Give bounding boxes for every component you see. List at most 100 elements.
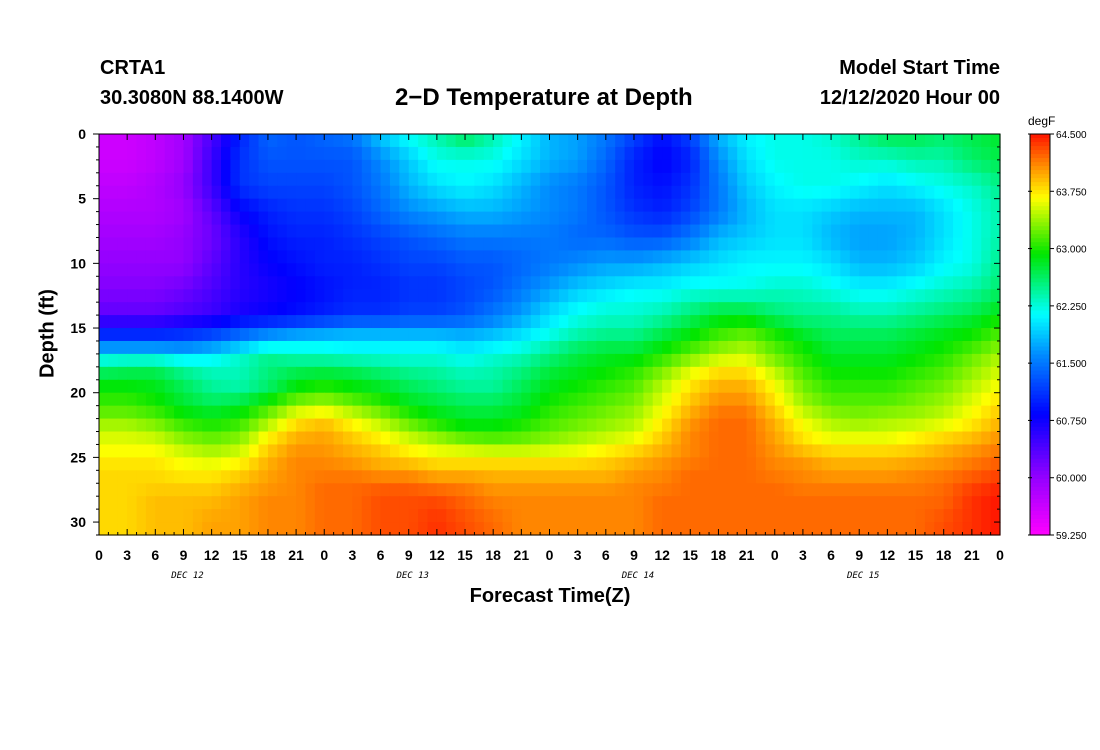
colorbar-swatch [1030, 178, 1050, 183]
heatmap-cell [727, 522, 738, 536]
heatmap-cell [493, 237, 504, 252]
heatmap-cell [446, 328, 457, 342]
heatmap-cell [746, 509, 757, 523]
heatmap-cell [859, 302, 870, 316]
heatmap-cell [465, 211, 476, 226]
heatmap-cell [746, 134, 757, 148]
heatmap-cell [446, 340, 457, 355]
heatmap-cell [164, 522, 175, 536]
heatmap-cell [558, 379, 569, 394]
heatmap-cell [361, 237, 372, 252]
heatmap-cell [371, 457, 382, 471]
heatmap-cell [511, 302, 522, 316]
heatmap-cell [418, 224, 429, 239]
heatmap-cell [465, 457, 476, 471]
heatmap-cell [737, 302, 748, 316]
heatmap-cell [633, 237, 644, 252]
heatmap-cell [371, 302, 382, 316]
heatmap-cell [511, 224, 522, 239]
heatmap-cell [465, 172, 476, 187]
heatmap-cell [746, 146, 757, 161]
heatmap-cell [314, 134, 325, 148]
heatmap-cell [389, 366, 400, 381]
heatmap-cell [155, 185, 166, 200]
heatmap-cell [296, 250, 307, 264]
heatmap-cell [352, 353, 363, 368]
heatmap-cell [380, 224, 391, 239]
heatmap-cell [117, 457, 128, 471]
x-tick-label: 18 [260, 547, 276, 563]
heatmap-cell [164, 405, 175, 420]
heatmap-cell [802, 366, 813, 381]
heatmap-cell [540, 444, 551, 458]
heatmap-cell [887, 340, 898, 355]
heatmap-cell [906, 405, 917, 420]
heatmap-cell [652, 418, 663, 433]
x-axis-label: Forecast Time(Z) [469, 585, 631, 607]
heatmap-cell [577, 457, 588, 471]
heatmap-cell [643, 172, 654, 187]
heatmap-cell [277, 328, 288, 342]
heatmap-cell [258, 496, 269, 510]
heatmap-cell [324, 237, 335, 252]
heatmap-cell [343, 250, 354, 264]
heatmap-cell [408, 146, 419, 161]
heatmap-cell [840, 379, 851, 394]
heatmap-cell [418, 431, 429, 446]
heatmap-cell [324, 405, 335, 420]
heatmap-cell [624, 250, 635, 264]
heatmap-cell [296, 470, 307, 484]
heatmap-cell [915, 302, 926, 316]
heatmap-cell [549, 340, 560, 355]
heatmap-cell [211, 470, 222, 484]
heatmap-cell [117, 392, 128, 407]
heatmap-cell [934, 418, 945, 433]
heatmap-cell [267, 159, 278, 174]
heatmap-cell [286, 483, 297, 497]
heatmap-cell [784, 405, 795, 420]
heatmap-cell [483, 496, 494, 510]
heatmap-cell [230, 276, 241, 290]
colorbar-swatch [1030, 210, 1050, 215]
colorbar-swatch [1030, 522, 1050, 528]
heatmap-cell [915, 405, 926, 420]
heatmap-cell [596, 315, 607, 329]
heatmap-cell [164, 457, 175, 471]
heatmap-cell [511, 340, 522, 355]
heatmap-cell [615, 366, 626, 381]
heatmap-cell [361, 276, 372, 290]
heatmap-cell [352, 289, 363, 303]
heatmap-cell [183, 340, 194, 355]
heatmap-cell [690, 237, 701, 252]
heatmap-cell [605, 211, 616, 226]
heatmap-cell [906, 418, 917, 433]
heatmap-cell [615, 224, 626, 239]
heatmap-cell [709, 509, 720, 523]
heatmap-cell [427, 418, 438, 433]
heatmap-cell [277, 509, 288, 523]
heatmap-cell [915, 457, 926, 471]
colorbar-swatch [1030, 446, 1050, 452]
heatmap-cell [840, 289, 851, 303]
heatmap-cell [465, 185, 476, 200]
heatmap-cell [924, 470, 935, 484]
heatmap-cell [296, 522, 307, 536]
heatmap-cell [671, 134, 682, 148]
heatmap-cell [943, 340, 954, 355]
heatmap-cell [680, 263, 691, 277]
heatmap-cell [474, 431, 485, 446]
heatmap-cell [633, 134, 644, 148]
heatmap-cell [483, 457, 494, 471]
heatmap-cell [221, 263, 231, 277]
heatmap-cell [493, 302, 504, 316]
heatmap-cell [530, 328, 541, 342]
heatmap-cell [746, 418, 757, 433]
heatmap-cell [277, 185, 288, 200]
heatmap-cell [915, 211, 926, 226]
heatmap-cell [352, 418, 363, 433]
heatmap-cell [239, 289, 250, 303]
heatmap-cell [859, 353, 870, 368]
heatmap-cell [455, 431, 466, 446]
heatmap-cell [427, 315, 438, 329]
